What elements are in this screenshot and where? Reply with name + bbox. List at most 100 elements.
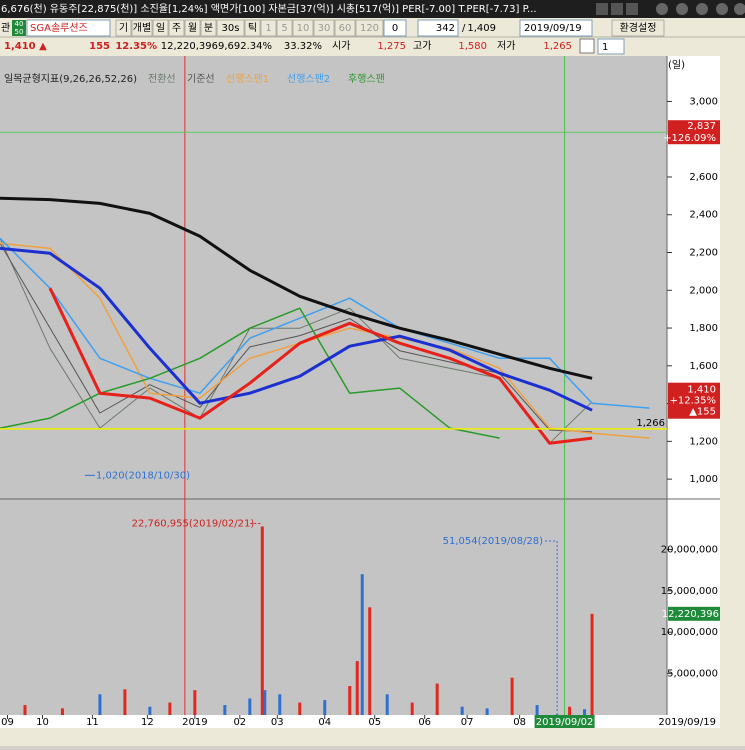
legend-entry: 기준선 bbox=[187, 73, 215, 85]
reference-label: 1,266 bbox=[636, 418, 665, 429]
volume-bar bbox=[361, 574, 364, 715]
period-button-label[interactable]: 분 bbox=[204, 22, 213, 34]
volume-bar bbox=[248, 698, 251, 715]
y-tick-label: 20,000,000 bbox=[661, 544, 718, 555]
period-button-label[interactable]: 주 bbox=[172, 23, 181, 34]
volume-bar bbox=[486, 708, 489, 715]
y-tick-label: 2,400 bbox=[689, 210, 718, 221]
y-tick-label: 3,000 bbox=[689, 96, 718, 107]
y-tick-label: 1,000 bbox=[689, 474, 718, 485]
volume-bar bbox=[98, 694, 101, 715]
legend-entry: 선행스팬1 bbox=[226, 73, 269, 85]
tag: 50 bbox=[15, 28, 24, 36]
high-label: 고가 bbox=[413, 40, 431, 52]
x-tick-label: 04 bbox=[318, 717, 331, 728]
period-button-label[interactable]: 120 bbox=[360, 23, 379, 34]
chart-title: 일목균형지표(9,26,26,52,26) bbox=[4, 73, 137, 85]
period-button-label[interactable]: 60 bbox=[339, 23, 352, 34]
volume-bar bbox=[278, 694, 281, 715]
period-button-label[interactable]: 5 bbox=[281, 23, 287, 34]
volume-bar bbox=[323, 700, 326, 715]
x-tick-label: 12 bbox=[141, 717, 154, 728]
volume-bar bbox=[411, 703, 414, 715]
y-tick-label: 10,000,000 bbox=[661, 627, 718, 638]
period-button-label[interactable]: 월 bbox=[188, 22, 197, 34]
scroll-bar[interactable] bbox=[0, 728, 745, 746]
volume-bar bbox=[568, 707, 571, 715]
high-change: +126.09% bbox=[663, 133, 716, 144]
tag: 40 bbox=[15, 20, 24, 28]
volume-bar bbox=[386, 694, 389, 715]
legend-entry: 전환선 bbox=[148, 73, 176, 85]
volume-bar bbox=[583, 709, 586, 715]
market-label: 관 bbox=[1, 22, 10, 34]
volume-bar bbox=[348, 686, 351, 715]
y-tick-label: 2,000 bbox=[689, 285, 718, 296]
end-date: 2019/09/19 bbox=[658, 717, 716, 728]
plot-area bbox=[0, 56, 667, 715]
open-label: 시가 bbox=[332, 40, 350, 52]
period-button-label[interactable]: 1 bbox=[265, 23, 271, 34]
stock-name[interactable]: SGA솔루션즈 bbox=[30, 22, 88, 34]
x-tick-label: 07 bbox=[461, 717, 474, 728]
volume-bar bbox=[261, 527, 264, 715]
y-tick-label: 2,600 bbox=[689, 172, 718, 183]
y-tick-label: 1,600 bbox=[689, 361, 718, 372]
last-change: +12.35% bbox=[669, 396, 716, 407]
legend-entry: 후행스팬 bbox=[348, 73, 385, 85]
volume-bar bbox=[168, 703, 171, 715]
y-tick-label: 5,000,000 bbox=[667, 669, 718, 680]
x-tick-label: 10 bbox=[36, 717, 49, 728]
x-tick-label: 2019/09/02 bbox=[536, 717, 594, 728]
period-button-label[interactable]: 일 bbox=[156, 22, 165, 34]
volume-bar bbox=[461, 707, 464, 715]
checkbox[interactable] bbox=[580, 39, 594, 53]
date[interactable]: 2019/09/19 bbox=[524, 23, 582, 34]
period-button-label[interactable]: 30s bbox=[222, 23, 240, 34]
x-tick-label: 09 bbox=[1, 717, 14, 728]
volume-bar bbox=[298, 703, 301, 715]
x-tick-label: 11 bbox=[86, 717, 99, 728]
low: 1,265 bbox=[543, 41, 572, 52]
period-button-label[interactable]: 기 bbox=[119, 22, 128, 34]
period-button-label[interactable]: 10 bbox=[297, 23, 310, 34]
x-tick-label: 08 bbox=[513, 717, 526, 728]
volume-bar bbox=[223, 705, 226, 715]
last-diff: ▲155 bbox=[689, 407, 716, 418]
annotation: 51,054(2019/08/28) bbox=[443, 536, 544, 547]
high-label: 2,837 bbox=[687, 121, 716, 132]
open: 1,275 bbox=[377, 41, 406, 52]
change-rate: 12.35% bbox=[115, 41, 157, 52]
price: 1,410 ▲ bbox=[4, 41, 47, 52]
y-tick-label: 1,200 bbox=[689, 436, 718, 447]
turnover: 33.32% bbox=[284, 41, 322, 52]
low-label: 저가 bbox=[497, 40, 515, 52]
x-tick-label: 02 bbox=[233, 717, 246, 728]
volume-bar bbox=[536, 705, 539, 715]
high: 1,580 bbox=[458, 41, 487, 52]
volume-bar bbox=[61, 708, 64, 715]
volume-bar bbox=[368, 607, 371, 715]
total: 1,409 bbox=[467, 23, 496, 34]
volume-rate: 9,692.34% bbox=[218, 41, 272, 52]
volume-bar bbox=[263, 690, 266, 715]
legend-entry: 선행스팬2 bbox=[287, 73, 330, 85]
settings-label[interactable]: 환경설정 bbox=[620, 21, 657, 34]
chart-count[interactable]: 1 bbox=[602, 42, 608, 53]
volume-bar bbox=[436, 684, 439, 715]
unit-value[interactable]: 0 bbox=[392, 23, 398, 34]
x-tick-label: 03 bbox=[271, 717, 284, 728]
side-toolbar bbox=[720, 56, 745, 746]
period-label: (일) bbox=[668, 59, 685, 71]
period-button-label[interactable]: 틱 bbox=[248, 22, 257, 34]
volume: 12,220,396 bbox=[161, 41, 218, 52]
x-tick-label: 05 bbox=[368, 717, 381, 728]
y-tick-label: 15,000,000 bbox=[661, 586, 718, 597]
period-button-label[interactable]: 개별 bbox=[133, 22, 151, 34]
last-price: 1,410 bbox=[687, 385, 716, 396]
annotation: 22,760,955(2019/02/21) bbox=[132, 519, 255, 530]
volume-bar bbox=[123, 689, 126, 715]
count[interactable]: 342 bbox=[436, 23, 455, 34]
x-axis-area bbox=[0, 715, 720, 728]
period-button-label[interactable]: 30 bbox=[318, 23, 331, 34]
